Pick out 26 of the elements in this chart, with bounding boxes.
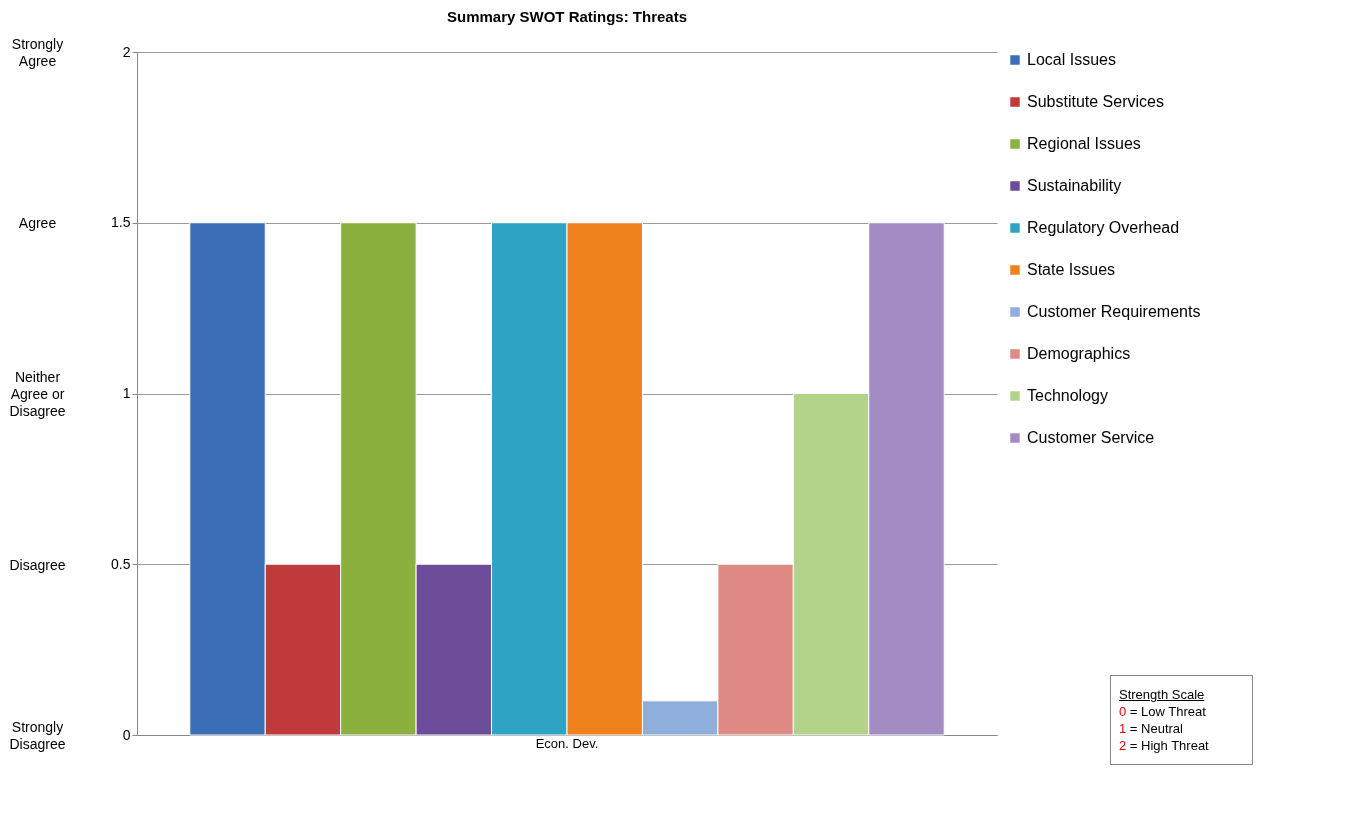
text: Strength Scale [1119,686,1206,703]
legend-label: Technology [1027,387,1108,404]
y-tick-label: 1.5 [111,214,131,231]
text: 1 = Neutral [1119,720,1184,737]
legend-label: Substitute Services [1027,93,1164,110]
y-tick-label: 0.5 [111,555,131,572]
legend-label: Regional Issues [1027,135,1141,152]
y-tick-label: 0 [122,726,131,743]
chart-title: Summary SWOT Ratings: Threats [446,8,688,25]
legend-label: Customer Service [1027,429,1155,446]
legend-label: Customer Requirements [1027,303,1201,320]
y-tick-label: 1 [122,385,131,401]
text: 0 = Low Threat [1119,703,1207,720]
y-tick-label: 2 [122,43,131,60]
text: Agree [17,214,58,232]
legend-label: Local Issues [1027,51,1116,68]
text: Strongly Disagree [8,718,67,753]
x-tick-label: Econ. Dev. [535,735,599,751]
text: 2 = High Threat [1119,737,1210,754]
text: Neither Agree or Disagree [8,368,67,420]
legend-label: Sustainability [1027,177,1122,194]
legend-label: Demographics [1027,345,1131,362]
text: Strongly Agree [10,35,65,70]
legend-label: State Issues [1027,261,1116,278]
text: Disagree [8,556,67,574]
legend-label: Regulatory Overhead [1027,219,1180,236]
